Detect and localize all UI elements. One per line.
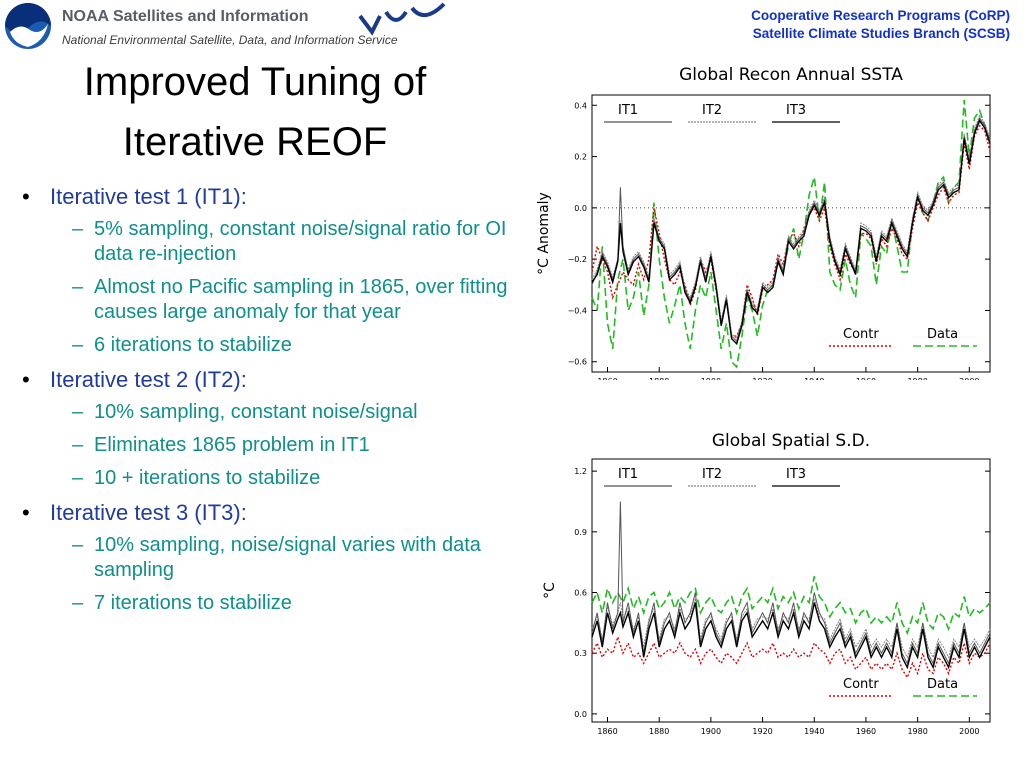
x-tick-label: 1900: [701, 727, 721, 736]
legend-label: IT3: [786, 103, 806, 118]
series-line-it1: [591, 501, 991, 665]
legend-label: IT2: [702, 103, 722, 118]
series-line-it2: [591, 596, 991, 659]
x-tick-label: 1860: [597, 377, 617, 380]
x-tick-label: 1920: [752, 727, 772, 736]
y-tick-label: 0.4: [574, 101, 587, 110]
noaa-logo-icon: [5, 3, 51, 49]
legend-label: IT1: [618, 103, 638, 118]
x-tick-label: 1960: [856, 377, 876, 380]
header: NOAA Satellites and Information National…: [0, 0, 1024, 55]
sub-bullet: 6 iterations to stabilize: [22, 333, 522, 358]
program-line-2: Satellite Climate Studies Branch (SCSB): [752, 26, 1010, 41]
bullet-it1: Iterative test 1 (IT1):: [22, 183, 522, 210]
legend-label: Contr: [843, 677, 879, 692]
legend-label: Contr: [843, 327, 879, 342]
y-tick-label: −0.4: [568, 306, 587, 315]
org-name: NOAA Satellites and Information: [62, 8, 309, 25]
birds-logo-icon: [358, 2, 446, 36]
x-tick-label: 1920: [752, 377, 772, 380]
x-tick-label: 1860: [597, 727, 617, 736]
title-line-1: Improved Tuning of: [83, 60, 427, 104]
y-tick-label: 0.3: [574, 649, 587, 658]
y-tick-label: 0.0: [574, 710, 587, 719]
y-tick-label: 1.2: [574, 467, 587, 476]
series-line-it1: [591, 117, 991, 343]
x-tick-label: 1940: [804, 377, 824, 380]
plot-frame: [591, 458, 991, 723]
series-line-it2: [591, 114, 991, 340]
y-axis-label: °C Anomaly: [536, 192, 552, 275]
legend-label: IT3: [786, 467, 806, 482]
y-axis-label: °C: [542, 582, 558, 599]
sub-bullet: Almost no Pacific sampling in 1865, over…: [22, 275, 522, 325]
x-tick-label: 1940: [804, 727, 824, 736]
ssta-chart: Global Recon Annual SSTA °C Anomaly −0.6 −0…: [536, 65, 991, 380]
title-line-2: Iterative REOF: [122, 120, 388, 164]
y-tick-label: 0.0: [574, 204, 587, 213]
bullet-it2: Iterative test 2 (IT2):: [22, 366, 522, 393]
legend-label: Data: [927, 677, 958, 692]
sub-bullet: 7 iterations to stabilize: [22, 591, 522, 616]
chart-title: Global Spatial S.D.: [712, 431, 870, 451]
series-line-data: [591, 100, 991, 369]
org-subtitle: National Environmental Satellite, Data, …: [62, 33, 398, 47]
sub-bullet: 10% sampling, noise/signal varies with d…: [22, 533, 522, 583]
sub-bullet: Eliminates 1865 problem in IT1: [22, 433, 522, 458]
bullet-list: Iterative test 1 (IT1): 5% sampling, con…: [22, 183, 522, 624]
legend-label: IT2: [702, 467, 722, 482]
sub-bullet: 5% sampling, constant noise/signal ratio…: [22, 217, 522, 267]
y-tick-label: 0.6: [574, 589, 587, 598]
x-tick-label: 1900: [701, 377, 721, 380]
spatial-sd-chart: Global Spatial S.D. °C 0.0 0.3 0.6 0.9 1.2 1860…: [542, 431, 991, 736]
sub-bullet: 10% sampling, constant noise/signal: [22, 400, 522, 425]
y-tick-label: −0.6: [568, 358, 587, 367]
y-tick-label: −0.2: [568, 255, 587, 264]
plot-frame: [591, 94, 991, 373]
x-tick-label: 1980: [907, 377, 927, 380]
x-tick-label: 1960: [856, 727, 876, 736]
x-tick-label: 2000: [959, 727, 979, 736]
program-line-1: Cooperative Research Programs (CoRP): [751, 8, 1010, 23]
series-line-it3: [591, 119, 991, 346]
y-tick-label: 0.9: [574, 528, 587, 537]
bullet-it3: Iterative test 3 (IT3):: [22, 499, 522, 526]
y-tick-label: 0.2: [574, 153, 587, 162]
program-info: Cooperative Research Programs (CoRP) Sat…: [751, 7, 1010, 43]
chart-title: Global Recon Annual SSTA: [679, 65, 903, 85]
legend-label: IT1: [618, 467, 638, 482]
series-line-it3: [591, 602, 991, 670]
x-tick-label: 1880: [649, 377, 669, 380]
sub-bullet: 10 + iterations to stabilize: [22, 466, 522, 491]
series-line-contr: [591, 124, 991, 337]
legend-label: Data: [927, 327, 958, 342]
series-line-data: [591, 576, 991, 636]
x-tick-label: 1980: [907, 727, 927, 736]
x-tick-label: 1880: [649, 727, 669, 736]
x-tick-label: 2000: [959, 377, 979, 380]
series-line-contr: [591, 634, 991, 680]
slide-title: Improved Tuning of Iterative REOF: [20, 52, 490, 172]
